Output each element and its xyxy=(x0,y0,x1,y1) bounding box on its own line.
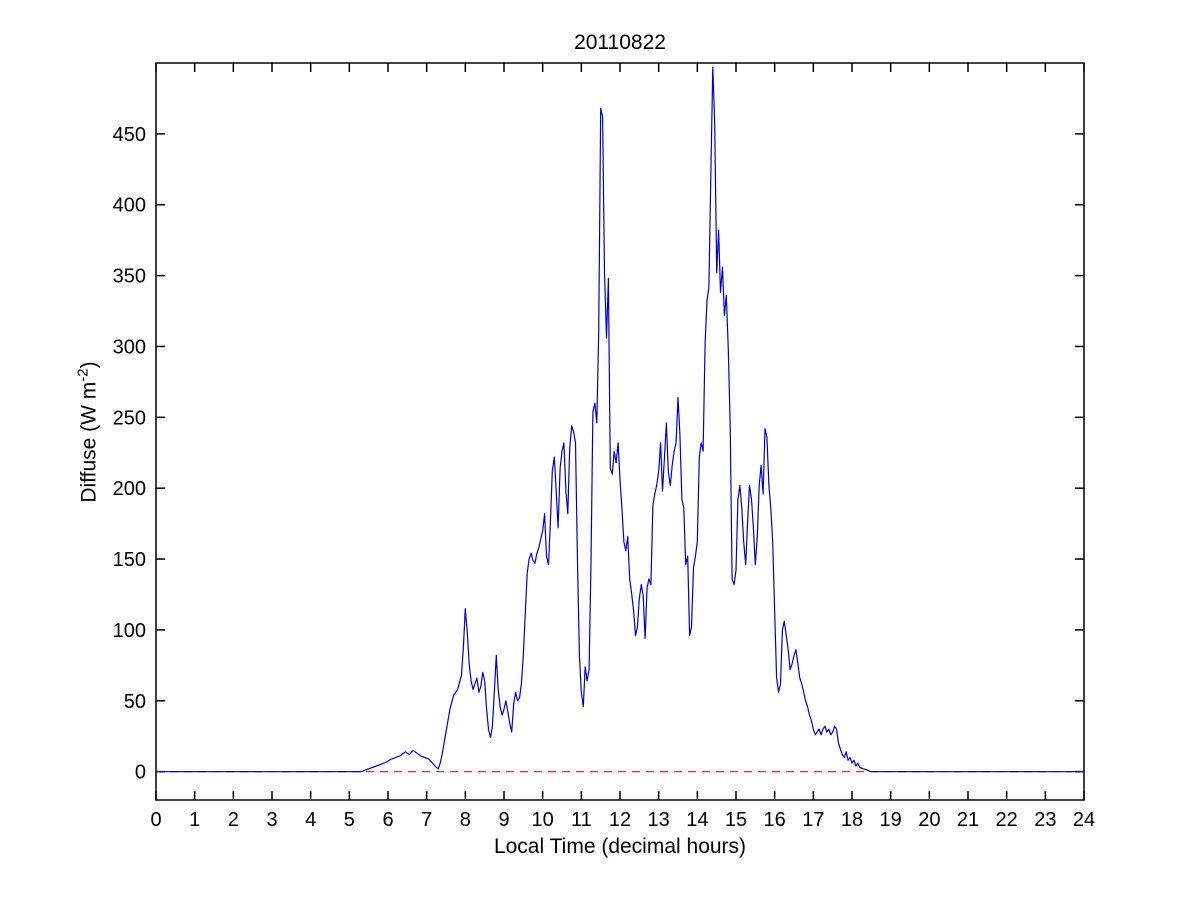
x-tick-label: 13 xyxy=(648,809,670,831)
axes-background xyxy=(156,63,1084,800)
x-tick-label: 18 xyxy=(841,809,863,831)
x-tick-label: 5 xyxy=(344,809,355,831)
x-tick-label: 23 xyxy=(1034,809,1056,831)
y-tick-label: 100 xyxy=(113,620,146,642)
x-tick-label: 20 xyxy=(918,809,940,831)
y-tick-label: 50 xyxy=(124,691,146,713)
y-tick-label: 0 xyxy=(135,762,146,784)
x-tick-label: 10 xyxy=(532,809,554,831)
x-tick-label: 22 xyxy=(996,809,1018,831)
y-tick-label: 350 xyxy=(113,266,146,288)
x-tick-label: 12 xyxy=(609,809,631,831)
x-tick-label: 17 xyxy=(802,809,824,831)
x-tick-label: 19 xyxy=(880,809,902,831)
y-axis-label-main: Diffuse (W m xyxy=(77,381,101,503)
chart-title: 20110822 xyxy=(574,31,666,54)
axes-frame xyxy=(155,62,1085,801)
y-axis-label-superscript: -2 xyxy=(74,368,92,382)
series-line-diffuse-irradiance xyxy=(155,66,1085,773)
y-tick-label: 450 xyxy=(113,124,146,146)
x-tick-label: 16 xyxy=(764,809,786,831)
x-tick-label: 4 xyxy=(305,809,316,831)
x-axis-label: Local Time (decimal hours) xyxy=(493,835,747,858)
y-tick-label: 250 xyxy=(113,407,146,429)
y-tick-label: 400 xyxy=(113,195,146,217)
x-tick-label: 2 xyxy=(228,809,239,831)
x-tick-label: 7 xyxy=(421,809,432,831)
y-tick-label: 300 xyxy=(113,336,146,358)
x-tick-label: 3 xyxy=(266,809,277,831)
x-tick-label: 6 xyxy=(382,809,393,831)
x-tick-label: 15 xyxy=(725,809,747,831)
y-axis-label-end: ) xyxy=(77,361,101,369)
x-tick-label: 9 xyxy=(498,809,509,831)
x-tick-label: 0 xyxy=(150,809,161,831)
y-axis-label: Diffuse (W m-2) xyxy=(75,361,102,502)
x-tick-label: 8 xyxy=(460,809,471,831)
x-tick-label: 14 xyxy=(686,809,708,831)
y-tick-label: 200 xyxy=(113,478,146,500)
y-tick-label: 150 xyxy=(113,549,146,571)
x-tick-label: 11 xyxy=(571,809,592,831)
x-tick-label: 24 xyxy=(1073,809,1095,831)
x-tick-label: 1 xyxy=(189,809,200,831)
x-tick-label: 21 xyxy=(957,809,979,831)
